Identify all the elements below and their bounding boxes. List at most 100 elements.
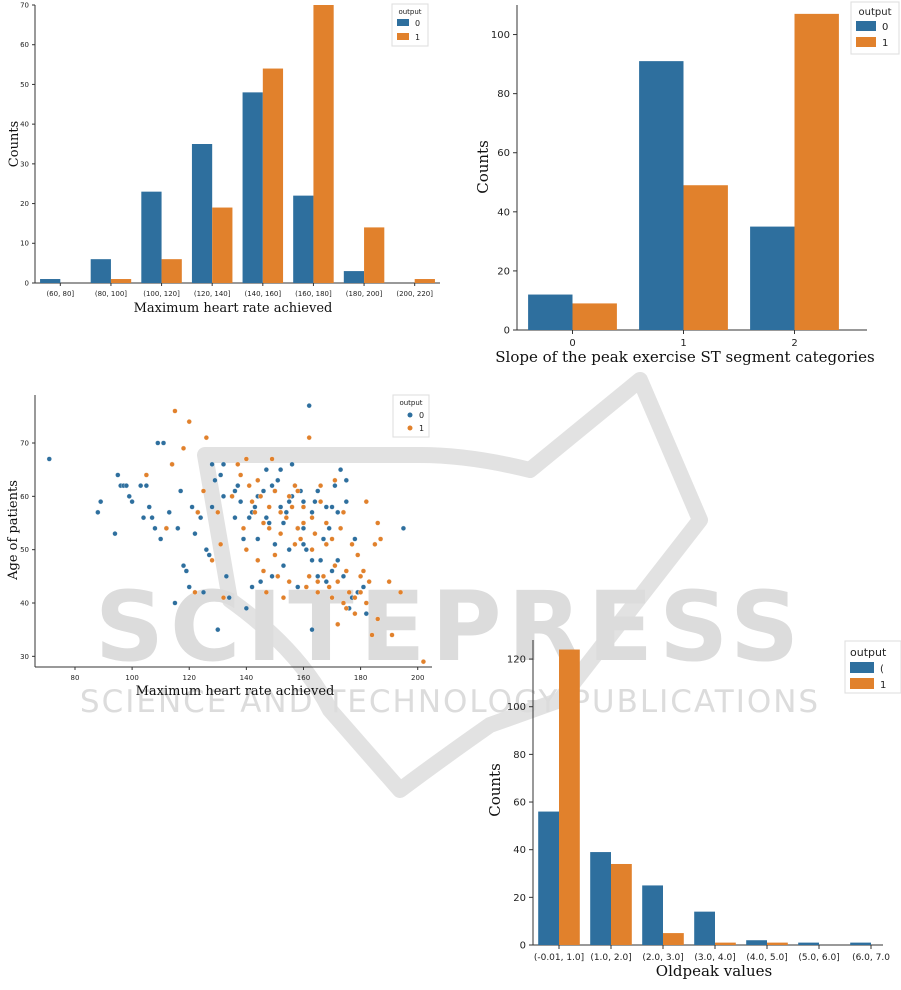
point-series-1-27	[269, 456, 275, 462]
point-series-1-16	[238, 472, 244, 478]
x-tick-label: (60, 80]	[46, 290, 74, 298]
legend-label-1: 1	[415, 33, 420, 42]
point-series-0-59	[278, 504, 284, 510]
legend: output ( 1	[844, 640, 901, 694]
bar-series-0-3	[694, 911, 715, 945]
y-tick-label: 0	[504, 326, 510, 337]
y-tick-label: 20	[497, 266, 510, 277]
point-series-0-26	[183, 568, 189, 574]
point-series-0-70	[309, 509, 315, 515]
point-series-0-68	[303, 547, 309, 553]
legend-label-1: 1	[880, 680, 886, 691]
point-series-1-61	[366, 579, 372, 585]
point-series-1-25	[263, 589, 269, 595]
bar-series-0-3	[191, 144, 213, 283]
point-series-0-87	[400, 525, 406, 531]
point-series-0-110	[360, 584, 367, 590]
x-tick-label: (1.0, 2.0]	[590, 953, 631, 963]
x-tick-label: 200	[411, 674, 424, 682]
y-tick-label: 20	[20, 200, 29, 208]
y-axis-label: Counts	[7, 121, 22, 167]
point-series-0-45	[238, 499, 244, 505]
bar-series-1-5	[313, 5, 334, 283]
y-tick-label: 0	[25, 279, 29, 287]
y-tick-label: 0	[520, 941, 526, 952]
bar-series-1-2	[663, 933, 684, 945]
point-series-0-67	[300, 541, 307, 547]
point-series-1-73	[286, 493, 292, 499]
point-series-0-37	[215, 627, 221, 633]
bar-series-1-2	[161, 259, 182, 283]
point-series-0-33	[203, 547, 209, 553]
legend-title: output	[859, 7, 892, 18]
y-tick-label: 60	[513, 798, 526, 809]
point-series-0-76	[326, 525, 332, 531]
point-series-1-51	[338, 525, 344, 531]
y-tick-label: 50	[20, 546, 29, 554]
x-ticks: 0 1 2	[569, 330, 798, 349]
point-series-0-50	[252, 504, 258, 510]
point-series-1-52	[340, 600, 347, 606]
point-series-0-94	[309, 557, 315, 563]
bar-series-0-0	[528, 294, 573, 330]
point-series-0-46	[240, 536, 247, 542]
x-ticks: (60, 80] (80, 100] (100, 120] (120, 140] (14…	[46, 283, 433, 298]
legend-label-1: 1	[882, 38, 888, 49]
point-series-0-20	[166, 509, 172, 515]
point-series-1-59	[360, 568, 367, 574]
bar-series-1-1	[110, 279, 132, 283]
point-series-1-7	[195, 509, 201, 515]
point-series-1-31	[280, 595, 287, 601]
point-series-0-31	[198, 515, 204, 521]
y-tick-label: 70	[20, 440, 29, 448]
legend-title: output	[399, 399, 422, 407]
point-series-0-72	[315, 573, 321, 579]
x-tick-label: (-0.01, 1.0]	[534, 953, 584, 963]
x-tick-label: 1	[680, 338, 686, 349]
legend-label-0: 0	[415, 19, 420, 28]
point-series-0-78	[332, 483, 338, 489]
bar-series-0-1	[639, 61, 684, 331]
legend-title: output	[850, 646, 887, 659]
point-series-1-3	[172, 408, 178, 414]
y-ticks: 30 40 50 60 70	[20, 440, 35, 661]
point-series-1-63	[372, 541, 378, 547]
point-series-0-62	[286, 499, 292, 505]
x-tick-label: (2.0, 3.0]	[642, 953, 683, 963]
bar-series-0-4	[242, 92, 263, 283]
x-tick-label: (4.0, 5.0]	[746, 953, 787, 963]
point-series-0-79	[335, 557, 341, 563]
bar-series-1-3	[715, 942, 736, 945]
point-series-1-91	[318, 483, 324, 489]
y-tick-label: 60	[497, 148, 510, 159]
point-series-1-29	[275, 573, 281, 579]
point-series-1-41	[309, 515, 315, 521]
x-tick-label: (160, 180]	[295, 290, 332, 298]
x-ticks: 80 100 120 140 160 180 200	[71, 667, 424, 682]
point-series-0-14	[149, 515, 155, 521]
bar-series-0-4	[746, 940, 767, 945]
point-series-0-17	[158, 536, 164, 542]
point-series-0-47	[243, 605, 249, 611]
point-series-1-86	[375, 520, 381, 526]
point-series-1-54	[346, 589, 352, 595]
bar-series-1-1	[611, 863, 632, 945]
point-series-0-12	[143, 483, 149, 489]
point-series-1-11	[215, 509, 221, 515]
point-series-0-80	[338, 467, 344, 473]
legend-swatch-0	[850, 662, 874, 673]
bar-series-0-2	[141, 191, 162, 283]
point-series-0-22	[172, 600, 178, 606]
bar-series-0-2	[642, 885, 663, 945]
bar-series-1-6	[364, 227, 385, 283]
point-series-1-75	[300, 504, 307, 510]
legend-swatch-1	[850, 678, 874, 689]
bar-series-0-5	[798, 942, 819, 945]
point-series-0-95	[329, 568, 335, 574]
point-series-1-81	[335, 621, 341, 627]
y-tick-label: 100	[491, 30, 510, 41]
x-tick-label: (140, 160]	[244, 290, 281, 298]
point-series-1-19	[246, 483, 252, 489]
point-series-1-1	[163, 525, 169, 531]
